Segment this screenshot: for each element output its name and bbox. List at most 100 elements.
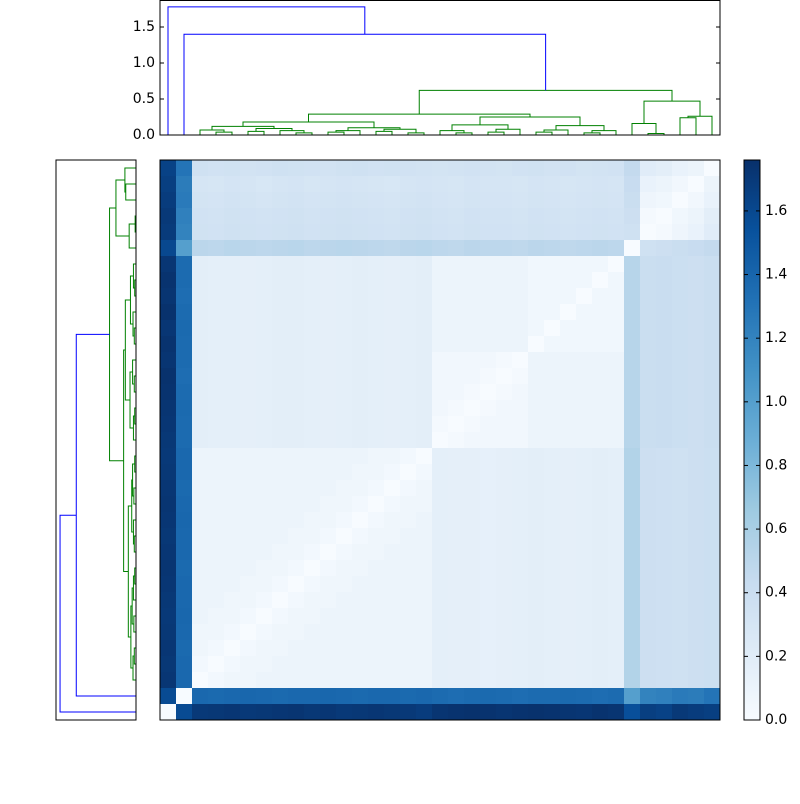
- heatmap-cell: [656, 416, 673, 433]
- heatmap-cell: [512, 464, 529, 481]
- heatmap-cell: [176, 288, 193, 305]
- left-dendrogram-link: [75, 333, 136, 697]
- heatmap-cell: [592, 224, 609, 241]
- heatmap-cell: [672, 304, 689, 321]
- heatmap-cell: [544, 224, 561, 241]
- heatmap-cell: [672, 560, 689, 577]
- heatmap-cell: [272, 656, 289, 673]
- heatmap-cell: [576, 208, 593, 225]
- heatmap-cell: [160, 192, 177, 209]
- heatmap-cell: [704, 560, 721, 577]
- heatmap-cell: [496, 608, 513, 625]
- heatmap-cell: [288, 352, 305, 369]
- heatmap-cell: [160, 400, 177, 417]
- heatmap-cell: [272, 448, 289, 465]
- heatmap-cell: [400, 224, 417, 241]
- heatmap-cell: [240, 352, 257, 369]
- heatmap-cell: [240, 384, 257, 401]
- heatmap-cell: [256, 368, 273, 385]
- heatmap-cell: [544, 528, 561, 545]
- heatmap-cell: [672, 192, 689, 209]
- heatmap-cell: [224, 688, 241, 705]
- y-tick-label: 1.5: [133, 19, 155, 35]
- heatmap-cell: [240, 576, 257, 593]
- heatmap-cell: [608, 256, 625, 273]
- heatmap-cell: [576, 480, 593, 497]
- heatmap-cell: [176, 176, 193, 193]
- heatmap-cell: [240, 464, 257, 481]
- heatmap-cell: [704, 496, 721, 513]
- heatmap-cell: [288, 224, 305, 241]
- heatmap-cell: [208, 544, 225, 561]
- heatmap-cell: [208, 160, 225, 177]
- colorbar-tick-label: 0.6: [765, 521, 787, 537]
- heatmap-cell: [448, 528, 465, 545]
- heatmap-cell: [336, 352, 353, 369]
- heatmap-cell: [272, 608, 289, 625]
- heatmap-cell: [624, 336, 641, 353]
- heatmap-cell: [224, 224, 241, 241]
- heatmap-cell: [352, 448, 369, 465]
- heatmap-cell: [368, 368, 385, 385]
- heatmap-cell: [656, 464, 673, 481]
- heatmap-cell: [432, 608, 449, 625]
- heatmap-cell: [656, 560, 673, 577]
- heatmap-cell: [352, 256, 369, 273]
- heatmap-cell: [512, 304, 529, 321]
- heatmap-cell: [176, 640, 193, 657]
- heatmap-cell: [704, 640, 721, 657]
- heatmap-cell: [464, 496, 481, 513]
- heatmap-cell: [464, 160, 481, 177]
- heatmap-cell: [400, 624, 417, 641]
- heatmap-cell: [672, 704, 689, 721]
- heatmap-cell: [496, 432, 513, 449]
- heatmap-cell: [256, 400, 273, 417]
- heatmap-cell: [256, 640, 273, 657]
- heatmap-cell: [336, 496, 353, 513]
- heatmap-cell: [416, 368, 433, 385]
- heatmap-cell: [544, 352, 561, 369]
- heatmap-cell: [640, 592, 657, 609]
- heatmap-cell: [544, 400, 561, 417]
- heatmap-cell: [208, 592, 225, 609]
- heatmap-cell: [384, 336, 401, 353]
- heatmap-cell: [688, 304, 705, 321]
- heatmap-cell: [672, 368, 689, 385]
- heatmap-cell: [224, 640, 241, 657]
- heatmap-cell: [448, 336, 465, 353]
- heatmap-cell: [176, 208, 193, 225]
- heatmap-cell: [592, 624, 609, 641]
- heatmap-cell: [560, 576, 577, 593]
- heatmap-cell: [496, 160, 513, 177]
- heatmap-cell: [608, 480, 625, 497]
- heatmap-cell: [688, 336, 705, 353]
- heatmap-cell: [480, 528, 497, 545]
- heatmap-cell: [304, 672, 321, 689]
- heatmap-cell: [640, 656, 657, 673]
- heatmap-cell: [400, 688, 417, 705]
- top-dendrogram-link: [183, 33, 547, 135]
- heatmap-cell: [560, 352, 577, 369]
- heatmap-cell: [432, 320, 449, 337]
- heatmap-cell: [416, 512, 433, 529]
- heatmap-cell: [224, 464, 241, 481]
- heatmap-cell: [544, 688, 561, 705]
- heatmap-cell: [448, 496, 465, 513]
- heatmap-cell: [544, 304, 561, 321]
- heatmap-cell: [512, 352, 529, 369]
- heatmap-cell: [400, 656, 417, 673]
- heatmap-cell: [672, 608, 689, 625]
- heatmap-cell: [608, 368, 625, 385]
- heatmap-cell: [448, 640, 465, 657]
- heatmap-cell: [544, 672, 561, 689]
- heatmap-cell: [416, 208, 433, 225]
- heatmap-cell: [528, 640, 545, 657]
- heatmap-cell: [336, 400, 353, 417]
- heatmap-cell: [384, 320, 401, 337]
- heatmap-cell: [496, 704, 513, 721]
- heatmap-cell: [368, 304, 385, 321]
- heatmap-cell: [288, 176, 305, 193]
- heatmap-cell: [672, 512, 689, 529]
- heatmap-cell: [320, 576, 337, 593]
- heatmap-cell: [384, 304, 401, 321]
